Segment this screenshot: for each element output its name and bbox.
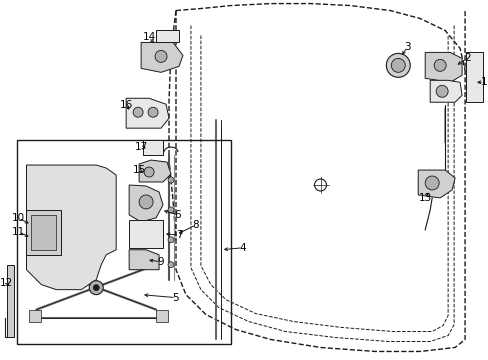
Text: 6: 6 bbox=[174, 210, 181, 220]
Polygon shape bbox=[29, 310, 41, 321]
Polygon shape bbox=[429, 80, 461, 102]
Polygon shape bbox=[6, 265, 14, 337]
Circle shape bbox=[89, 281, 103, 294]
Polygon shape bbox=[417, 170, 454, 198]
Text: 13: 13 bbox=[418, 193, 431, 203]
Bar bbox=[17, 140, 230, 345]
Text: 14: 14 bbox=[142, 32, 155, 42]
Polygon shape bbox=[129, 185, 163, 222]
Polygon shape bbox=[141, 42, 183, 72]
Circle shape bbox=[386, 53, 409, 77]
Circle shape bbox=[168, 262, 174, 268]
Polygon shape bbox=[129, 250, 159, 270]
Text: 1: 1 bbox=[480, 77, 487, 87]
Circle shape bbox=[390, 58, 405, 72]
Polygon shape bbox=[139, 160, 171, 182]
Polygon shape bbox=[156, 31, 179, 42]
Text: 7: 7 bbox=[175, 230, 182, 240]
Text: 10: 10 bbox=[12, 213, 25, 223]
Text: 4: 4 bbox=[239, 243, 245, 253]
Circle shape bbox=[435, 85, 447, 97]
Polygon shape bbox=[156, 310, 168, 321]
Text: 3: 3 bbox=[403, 42, 410, 53]
Text: 11: 11 bbox=[12, 227, 25, 237]
Polygon shape bbox=[143, 140, 163, 155]
Polygon shape bbox=[26, 210, 61, 255]
Circle shape bbox=[433, 59, 445, 71]
Circle shape bbox=[93, 285, 99, 291]
Circle shape bbox=[144, 167, 154, 177]
Polygon shape bbox=[465, 53, 482, 102]
Circle shape bbox=[133, 107, 143, 117]
Circle shape bbox=[168, 207, 174, 213]
Text: 5: 5 bbox=[172, 293, 179, 303]
Polygon shape bbox=[425, 53, 461, 82]
Text: 16: 16 bbox=[119, 100, 133, 110]
Text: 12: 12 bbox=[0, 278, 13, 288]
Circle shape bbox=[148, 107, 158, 117]
Text: 9: 9 bbox=[158, 257, 164, 267]
Polygon shape bbox=[26, 165, 116, 290]
Circle shape bbox=[425, 176, 438, 190]
Text: 17: 17 bbox=[134, 142, 147, 152]
Circle shape bbox=[168, 237, 174, 243]
Text: 8: 8 bbox=[192, 220, 199, 230]
Polygon shape bbox=[129, 220, 163, 248]
Circle shape bbox=[155, 50, 167, 62]
Circle shape bbox=[139, 195, 153, 209]
Polygon shape bbox=[31, 215, 56, 250]
Circle shape bbox=[168, 177, 174, 183]
Text: 15: 15 bbox=[132, 165, 145, 175]
Polygon shape bbox=[126, 98, 169, 128]
Text: 2: 2 bbox=[463, 53, 469, 63]
